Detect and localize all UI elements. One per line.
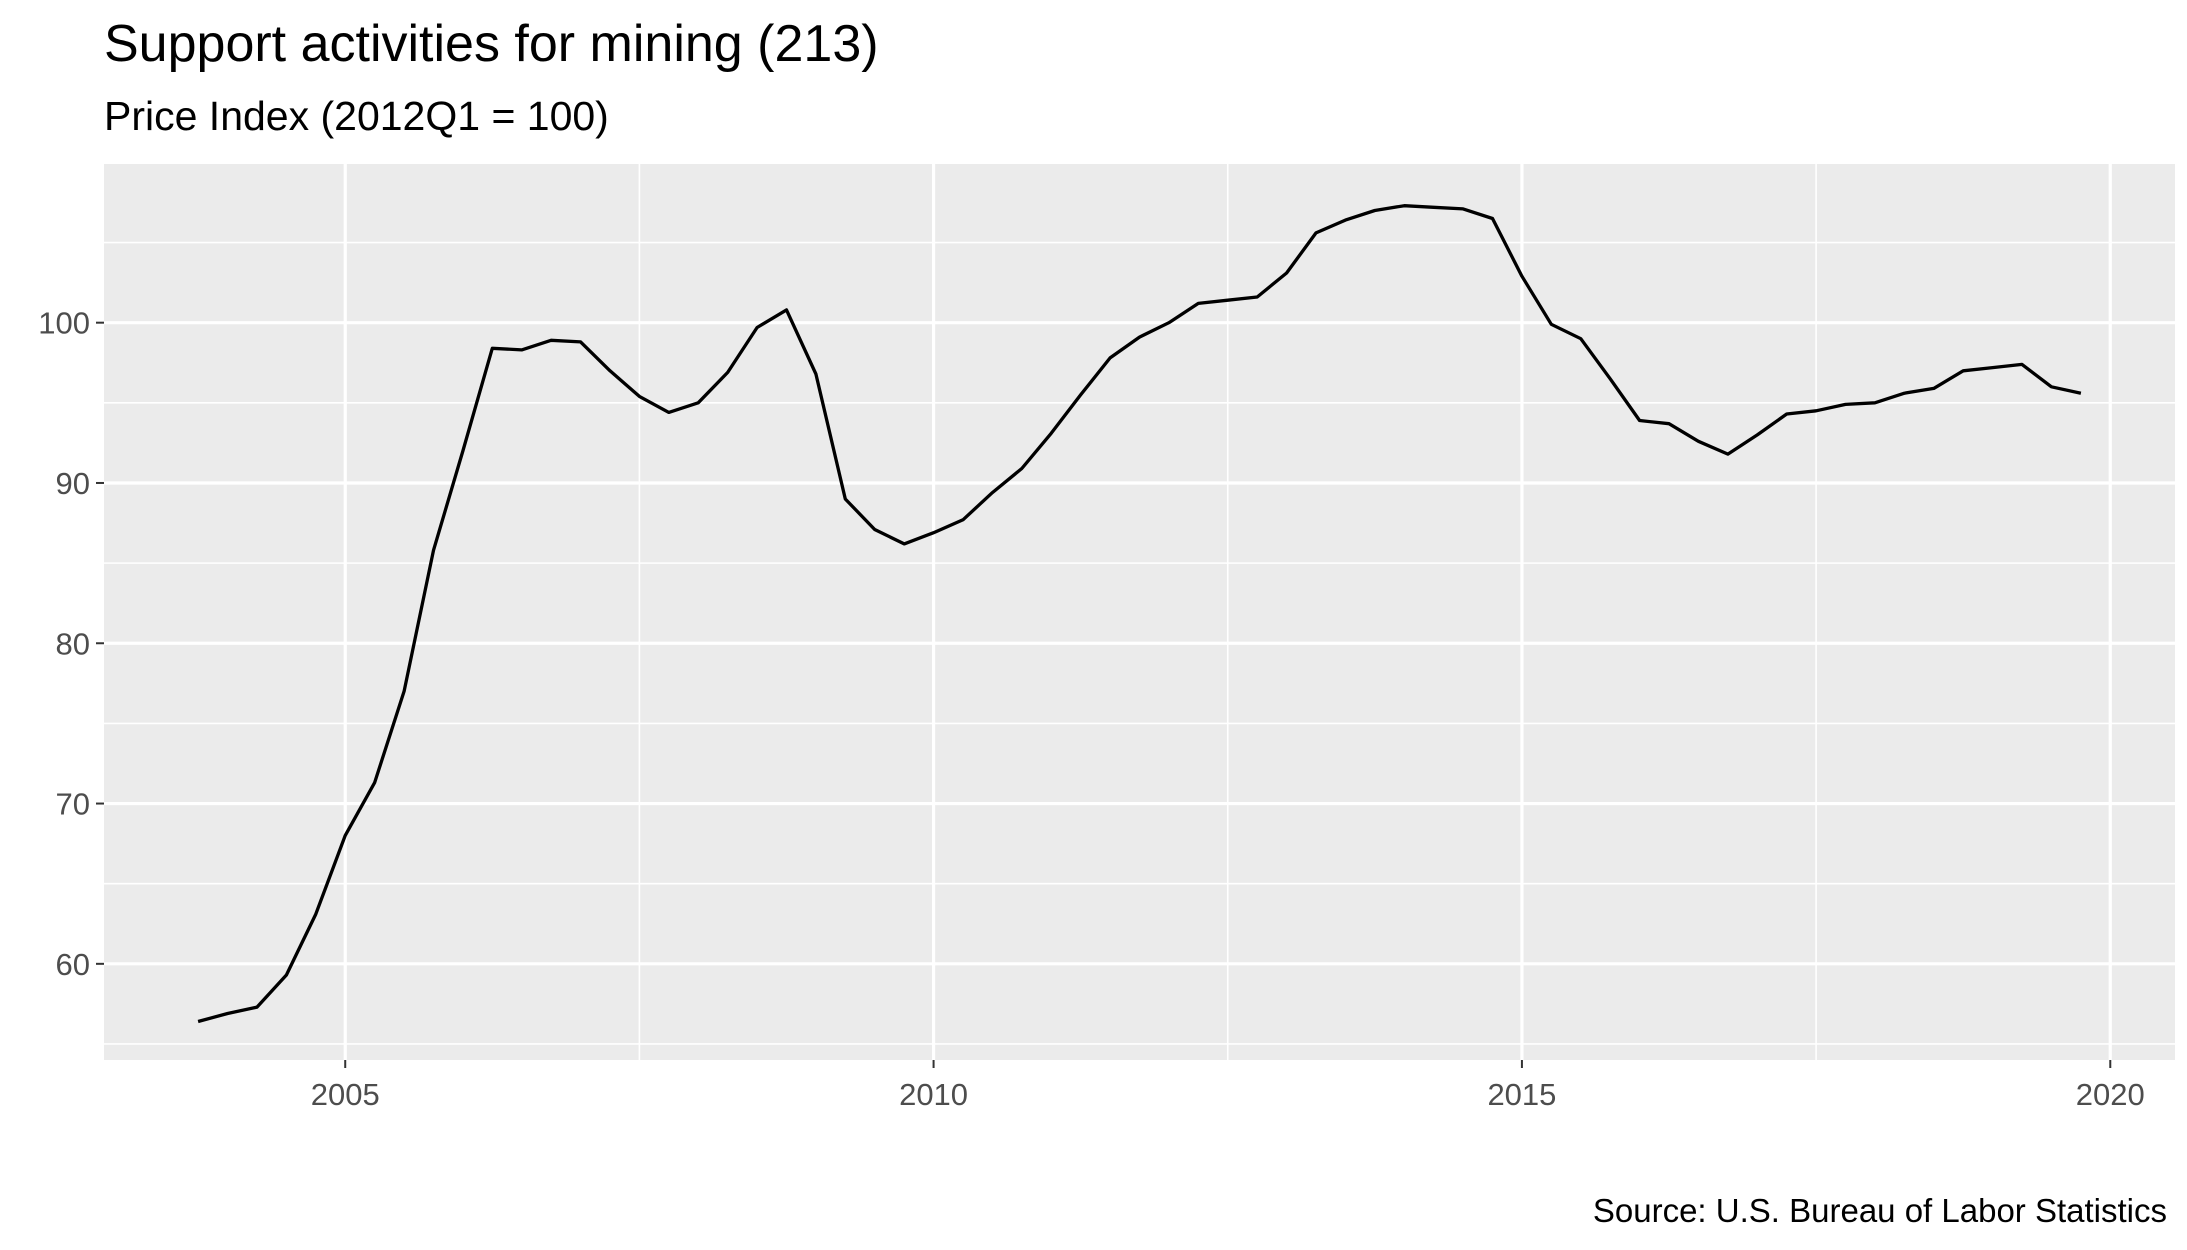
x-axis: 2005 2010 2015 2020 (311, 1060, 2145, 1112)
x-tick-label: 2015 (1487, 1077, 1556, 1112)
y-tick-label: 100 (38, 306, 90, 341)
minor-gridlines (104, 164, 2175, 1060)
y-tick-label: 70 (56, 787, 90, 822)
chart-title: Support activities for mining (213) (104, 15, 879, 73)
chart-subtitle: Price Index (2012Q1 = 100) (104, 93, 609, 139)
y-axis: 60 70 80 90 100 (38, 306, 104, 982)
x-tick-label: 2005 (311, 1077, 380, 1112)
x-tick-label: 2010 (899, 1077, 968, 1112)
series-layer (197, 204, 2082, 1024)
y-tick-label: 90 (56, 466, 90, 501)
plot-panel (104, 164, 2175, 1060)
chart-caption: Source: U.S. Bureau of Labor Statistics (1593, 1192, 2167, 1229)
major-gridlines (104, 164, 2175, 1060)
x-tick-label: 2020 (2076, 1077, 2145, 1112)
series-line (197, 204, 2082, 1024)
y-tick-label: 80 (56, 626, 90, 661)
y-tick-label: 60 (56, 947, 90, 982)
